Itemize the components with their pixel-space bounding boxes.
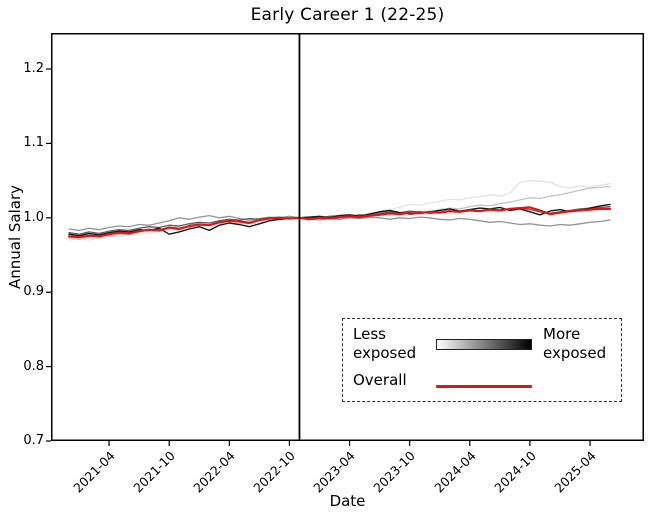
x-tick-label-text: 2022-04: [190, 448, 238, 496]
series-line-quintile-3: [68, 214, 611, 232]
axes-frame: [51, 33, 644, 441]
y-tick-label: 1.0: [23, 209, 44, 225]
y-axis-label: Annual Salary: [6, 184, 24, 290]
y-tick-label: 1.2: [23, 61, 44, 76]
legend-overall-line-swatch: [436, 385, 532, 388]
x-tick-label-text: 2023-10: [370, 448, 419, 496]
y-tick-label: 0.7: [23, 433, 44, 448]
chart-title: Early Career 1 (22-25): [250, 5, 445, 25]
plot-area: [46, 33, 644, 446]
series-line-overall: [67, 206, 612, 239]
x-tick-label-text: 2022-10: [250, 448, 299, 496]
x-axis-label: Date: [329, 492, 366, 510]
series-line-quintile-2: [68, 185, 611, 241]
legend: Less exposed More exposed Overall: [342, 318, 622, 402]
x-tick-label-text: 2025-04: [551, 448, 599, 496]
legend-more-exposed-label: More exposed: [543, 325, 607, 362]
y-tick-label: 0.9: [23, 284, 44, 300]
y-tick-label: 1.1: [23, 135, 44, 151]
x-tick-label-text: 2023-04: [310, 448, 359, 496]
x-tick-label-text: 2024-10: [490, 448, 539, 496]
x-tick-label-text: 2024-04: [430, 448, 479, 496]
x-tick-label-text: 2021-10: [130, 448, 178, 496]
x-tick-label-text: 2021-04: [70, 448, 118, 496]
legend-exposure-gradient-bar: [436, 339, 532, 350]
legend-overall-label: Overall: [353, 371, 407, 389]
y-tick-label: 0.8: [23, 358, 44, 374]
legend-less-exposed-label: Less exposed: [353, 325, 417, 362]
series-line-least-exposed-quintile-1: [68, 179, 611, 241]
